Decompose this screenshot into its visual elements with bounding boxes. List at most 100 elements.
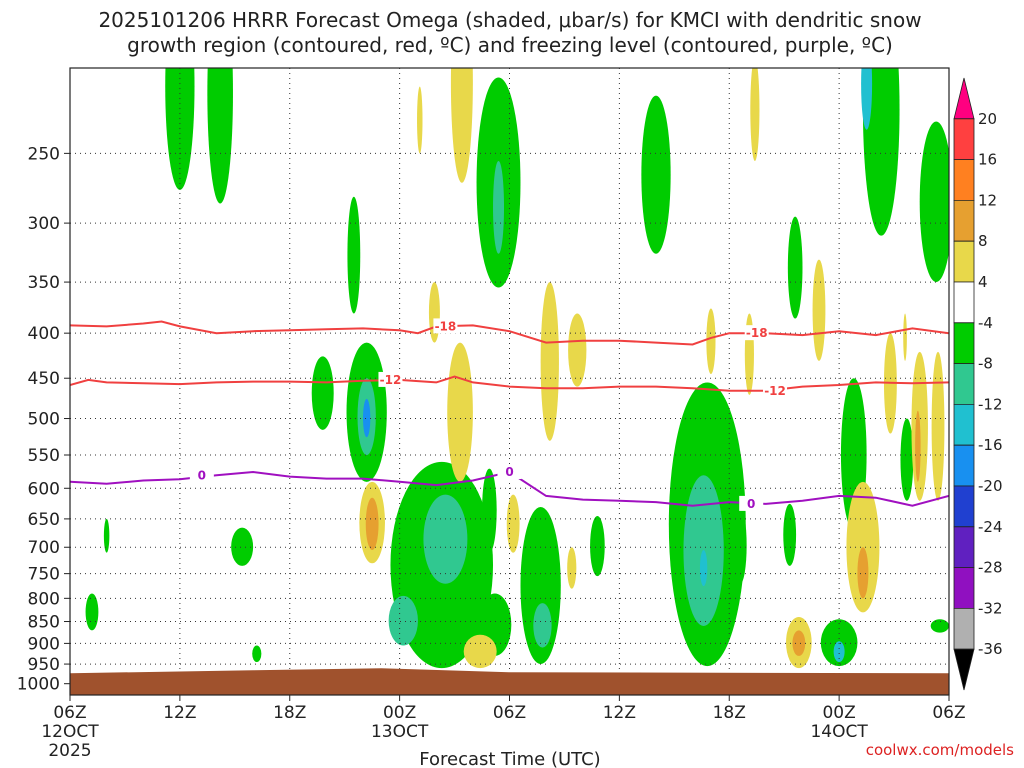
y-axis-ticks: 2503003504004505005506006507007508008509…	[17, 144, 70, 695]
colorbar-label-10: -24	[978, 518, 1003, 536]
omega-shade-blob-46	[567, 547, 577, 589]
omega-shade-blob-31	[103, 518, 110, 553]
omega-shade-blob-51	[792, 630, 806, 656]
omega-shade-blob-1	[207, 68, 233, 204]
omega-shade-blob-27	[861, 68, 873, 130]
y-tick-label-750: 750	[28, 565, 60, 585]
omega-shade-blob-22	[787, 216, 803, 319]
y-tick-label-700: 700	[28, 538, 60, 558]
colorbar-swatch-8	[953, 404, 975, 446]
colorbar-label-8: -16	[978, 436, 1003, 454]
x-tick-label-30: 12Z	[603, 703, 636, 723]
omega-shade-blob-45	[568, 313, 587, 387]
surface-fill	[70, 668, 949, 695]
colorbar-swatch-2	[953, 159, 975, 201]
omega-shade-blob-32	[231, 527, 254, 566]
x-tick-year-0: 2025	[48, 741, 91, 761]
omega-shading-layer	[85, 68, 949, 669]
contour-label-freezing_0C-2: 0	[747, 497, 755, 511]
colorbar-swatch-11	[953, 526, 975, 568]
omega-shade-blob-20	[699, 549, 708, 587]
y-tick-label-650: 650	[28, 510, 60, 530]
colorbar-label-11: -28	[978, 559, 1003, 577]
y-tick-label-400: 400	[28, 324, 60, 344]
omega-shade-blob-13	[533, 603, 552, 648]
y-tick-label-900: 900	[28, 634, 60, 654]
x-tick-label-42: 00Z	[822, 703, 855, 723]
x-tick-date-18: 13OCT	[371, 722, 429, 742]
y-tick-label-250: 250	[28, 144, 60, 164]
omega-shade-blob-58	[915, 410, 921, 482]
contour-label-bg-freezing_0C-1	[497, 463, 522, 479]
colorbar-swatch-10	[953, 485, 975, 528]
omega-shade-blob-41	[447, 342, 473, 482]
y-tick-label-550: 550	[28, 446, 60, 466]
y-tick-label-950: 950	[28, 655, 60, 675]
chart-title-line2: growth region (contoured, red, ºC) and f…	[127, 33, 893, 57]
contour-label-freezing_0C-1: 0	[505, 465, 513, 479]
omega-shade-blob-52	[812, 259, 826, 361]
omega-shade-blob-47	[706, 308, 716, 374]
x-tick-label-0: 06Z	[53, 703, 86, 723]
omega-shade-blob-59	[903, 313, 907, 361]
colorbar-swatch-1	[953, 118, 975, 160]
y-tick-label-800: 800	[28, 589, 60, 609]
contour-dgz_-12C	[70, 375, 949, 392]
colorbar-swatch-5	[953, 281, 975, 324]
y-tick-label-500: 500	[28, 410, 60, 430]
omega-shade-blob-43	[463, 634, 497, 669]
y-tick-label-1000: 1000	[17, 675, 60, 695]
colorbar-label-2: 12	[978, 191, 997, 209]
contour-label-dgz_-12C-0: -12	[380, 373, 402, 387]
surface-terrain	[70, 668, 949, 695]
colorbar-swatch-7	[953, 363, 975, 405]
colorbar-label-13: -36	[978, 640, 1003, 658]
omega-shade-blob-29	[900, 418, 914, 501]
contour-label-dgz_-18C-0: -18	[435, 319, 457, 333]
x-tick-label-6: 12Z	[163, 703, 196, 723]
colorbar-swatch-6	[953, 322, 975, 364]
omega-shade-blob-16	[590, 515, 605, 577]
contour-lines: -18 -18 -12 -12 0 0 0	[70, 318, 949, 511]
colorbar-label-6: -8	[978, 355, 993, 373]
y-tick-label-350: 350	[28, 273, 60, 293]
omega-shade-blob-49	[750, 68, 760, 161]
x-tick-label-18: 00Z	[383, 703, 416, 723]
colorbar-swatch-9	[953, 444, 975, 487]
chart-title-line1: 2025101206 HRRR Forecast Omega (shaded, …	[98, 8, 921, 32]
omega-shade-blob-35	[733, 506, 747, 584]
colorbar-label-1: 16	[978, 151, 997, 169]
colorbar-swatch-14	[953, 648, 975, 691]
omega-shade-blob-33	[252, 645, 262, 663]
colorbar-swatch-12	[953, 567, 975, 609]
contour-label-dgz_-18C-1: -18	[746, 326, 768, 340]
colorbar-label-5: -4	[978, 314, 993, 332]
colorbar-swatch-3	[953, 200, 975, 242]
omega-shade-blob-53	[846, 481, 880, 613]
omega-shade-blob-26	[862, 68, 900, 236]
colorbar-label-4: 4	[978, 273, 988, 291]
colorbar-swatch-4	[953, 240, 975, 283]
colorbar-label-3: 8	[978, 232, 988, 250]
omega-shade-blob-42	[506, 494, 520, 553]
x-tick-label-24: 06Z	[493, 703, 526, 723]
credit-text[interactable]: coolwx.com/models	[866, 741, 1014, 759]
omega-shade-blob-6	[363, 398, 371, 438]
contour-label-bg-dgz_-12C-1	[763, 382, 788, 398]
omega-shade-blob-2	[347, 196, 361, 314]
x-axis-label: Forecast Time (UTC)	[419, 749, 600, 768]
contour-label-bg-freezing_0C-0	[189, 467, 214, 483]
omega-shade-blob-14	[482, 468, 497, 553]
y-tick-label-450: 450	[28, 369, 60, 389]
omega-shade-blob-3	[311, 356, 334, 430]
contour-label-bg-dgz_-18C-1	[744, 325, 769, 341]
omega-shade-blob-44	[540, 282, 559, 441]
omega-shade-blob-9	[388, 595, 418, 646]
x-tick-label-12: 18Z	[273, 703, 306, 723]
y-tick-label-850: 850	[28, 613, 60, 633]
omega-shade-blob-21	[783, 503, 797, 566]
colorbar-swatch-13	[953, 608, 975, 650]
omega-shade-blob-57	[931, 351, 945, 501]
